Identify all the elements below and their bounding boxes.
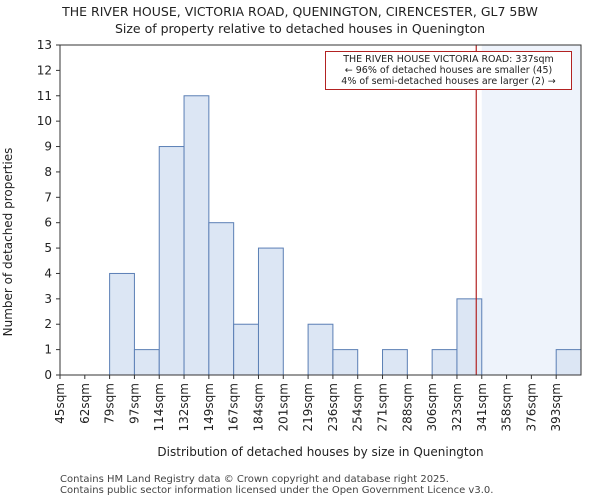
y-tick-label-8: 8 bbox=[44, 165, 52, 179]
bar-184sqm bbox=[257, 247, 284, 376]
bar-219sqm bbox=[307, 323, 334, 376]
bar-132sqm bbox=[183, 95, 210, 376]
bar-271sqm bbox=[382, 349, 408, 376]
y-tick-label-0: 0 bbox=[44, 368, 52, 382]
x-axis-label: Distribution of detached houses by size … bbox=[157, 445, 484, 459]
y-tick-label-3: 3 bbox=[44, 292, 52, 306]
y-tick-label-9: 9 bbox=[44, 140, 52, 154]
chart-subtitle: Size of property relative to detached ho… bbox=[114, 21, 486, 36]
annotation-line-2: ← 96% of detached houses are smaller (45… bbox=[344, 65, 553, 76]
plot-frame bbox=[59, 44, 582, 376]
x-tick-label-184sqm: 184sqm bbox=[251, 383, 265, 431]
x-tick-label-393sqm: 393sqm bbox=[549, 383, 563, 431]
bar-236sqm bbox=[332, 349, 359, 376]
footer-licence: Contains public sector information licen… bbox=[60, 485, 494, 496]
chart-title: THE RIVER HOUSE, VICTORIA ROAD, QUENINGT… bbox=[62, 4, 538, 19]
marker-annotation: THE RIVER HOUSE VICTORIA ROAD: 337sqm ← … bbox=[325, 51, 572, 90]
x-tick-label-201sqm: 201sqm bbox=[276, 383, 290, 431]
y-tick-label-6: 6 bbox=[44, 216, 52, 230]
footer-copyright: Contains HM Land Registry data © Crown c… bbox=[60, 474, 449, 485]
x-tick-label-219sqm: 219sqm bbox=[301, 383, 315, 431]
bar-97sqm bbox=[133, 349, 160, 376]
x-tick-label-114sqm: 114sqm bbox=[152, 383, 166, 431]
bar-306sqm bbox=[431, 349, 458, 376]
x-tick-label-132sqm: 132sqm bbox=[177, 383, 191, 431]
bar-393sqm bbox=[555, 349, 582, 376]
bar-79sqm bbox=[109, 272, 135, 376]
x-tick-label-254sqm: 254sqm bbox=[351, 383, 365, 431]
annotation-line-1: THE RIVER HOUSE VICTORIA ROAD: 337sqm bbox=[343, 54, 554, 65]
y-tick-label-13: 13 bbox=[37, 38, 52, 52]
bar-167sqm bbox=[233, 323, 259, 376]
y-tick-label-4: 4 bbox=[44, 266, 52, 280]
y-tick-label-11: 11 bbox=[37, 89, 52, 103]
x-tick-label-341sqm: 341sqm bbox=[475, 383, 489, 431]
x-tick-label-358sqm: 358sqm bbox=[500, 383, 514, 431]
bar-149sqm bbox=[208, 222, 235, 376]
y-tick-label-5: 5 bbox=[44, 241, 52, 255]
x-tick-label-288sqm: 288sqm bbox=[400, 383, 414, 431]
x-tick-label-97sqm: 97sqm bbox=[127, 383, 141, 424]
bar-323sqm bbox=[456, 298, 483, 376]
y-tick-label-10: 10 bbox=[37, 114, 52, 128]
shaded-region bbox=[481, 45, 581, 375]
x-tick-label-306sqm: 306sqm bbox=[425, 383, 439, 431]
y-tick-label-12: 12 bbox=[37, 63, 52, 77]
y-tick-label-2: 2 bbox=[44, 317, 52, 331]
y-tick-label-7: 7 bbox=[44, 190, 52, 204]
x-tick-label-236sqm: 236sqm bbox=[326, 383, 340, 431]
y-axis-label: Number of detached properties bbox=[1, 147, 15, 337]
x-tick-label-62sqm: 62sqm bbox=[78, 383, 92, 424]
x-tick-label-167sqm: 167sqm bbox=[227, 383, 241, 431]
annotation-line-3: 4% of semi-detached houses are larger (2… bbox=[341, 76, 556, 87]
x-tick-label-271sqm: 271sqm bbox=[376, 383, 390, 431]
x-tick-label-149sqm: 149sqm bbox=[202, 383, 216, 431]
x-tick-label-45sqm: 45sqm bbox=[53, 383, 67, 424]
bar-114sqm bbox=[158, 146, 185, 376]
x-tick-label-323sqm: 323sqm bbox=[450, 383, 464, 431]
x-tick-label-376sqm: 376sqm bbox=[524, 383, 538, 431]
x-tick-label-79sqm: 79sqm bbox=[103, 383, 117, 424]
y-tick-label-1: 1 bbox=[44, 343, 52, 357]
